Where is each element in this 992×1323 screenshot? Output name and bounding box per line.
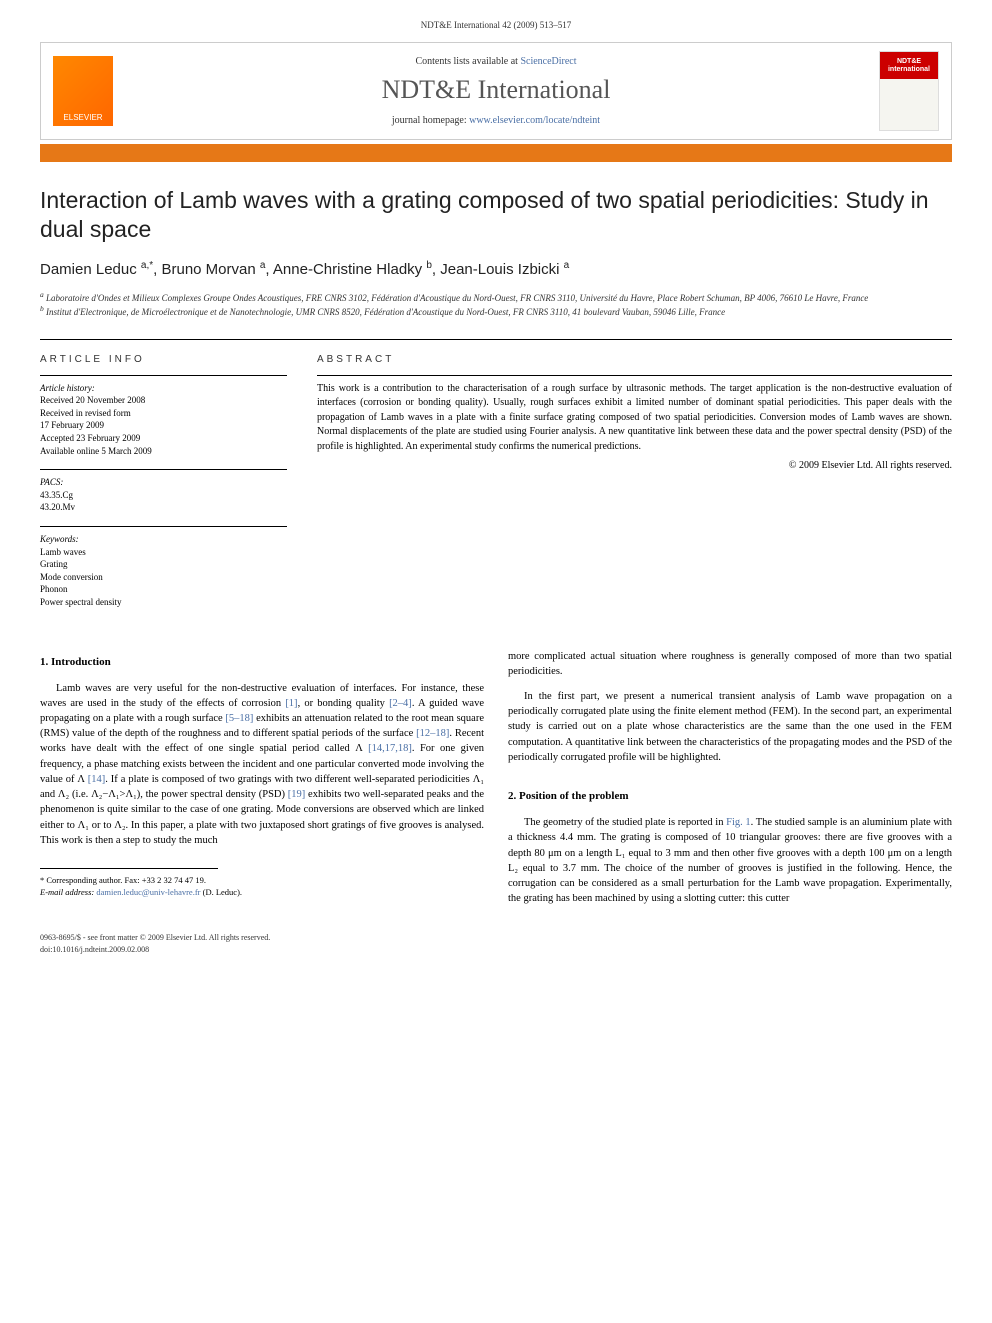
keyword: Mode conversion [40, 571, 287, 584]
journal-banner: ELSEVIER Contents lists available at Sci… [40, 42, 952, 140]
history-line: Accepted 23 February 2009 [40, 432, 287, 445]
section-1-para-3: In the first part, we present a numerica… [508, 689, 952, 765]
abstract-column: ABSTRACT This work is a contribution to … [317, 354, 952, 621]
corresponding-author-footnote: * Corresponding author. Fax: +33 2 32 74… [40, 875, 484, 899]
article-history-block: Article history: Received 20 November 20… [40, 375, 287, 458]
ref-link[interactable]: [19] [288, 789, 306, 800]
keyword: Grating [40, 558, 287, 571]
pacs-code: 43.20.Mv [40, 501, 287, 514]
pacs-code: 43.35.Cg [40, 489, 287, 502]
affiliation-a: a Laboratoire d'Ondes et Milieux Complex… [40, 290, 952, 305]
keyword: Lamb waves [40, 546, 287, 559]
article-info-label: ARTICLE INFO [40, 354, 287, 365]
footer-line-1: 0963-8695/$ - see front matter © 2009 El… [40, 932, 952, 943]
ref-link[interactable]: [14,17,18] [368, 743, 412, 754]
email-link[interactable]: damien.leduc@univ-lehavre.fr [96, 887, 200, 897]
history-line: Available online 5 March 2009 [40, 445, 287, 458]
history-line: 17 February 2009 [40, 419, 287, 432]
article-info-column: ARTICLE INFO Article history: Received 2… [40, 354, 287, 621]
keyword: Power spectral density [40, 596, 287, 609]
pacs-label: PACS: [40, 476, 287, 489]
email-label: E-mail address: [40, 887, 96, 897]
section-2-heading: 2. Position of the problem [508, 789, 952, 805]
affiliation-a-text: Laboratoire d'Ondes et Milieux Complexes… [46, 293, 868, 303]
footer-line-2: doi:10.1016/j.ndteint.2009.02.008 [40, 944, 952, 955]
ref-link[interactable]: [5–18] [225, 713, 253, 724]
ref-link[interactable]: [1] [285, 698, 297, 709]
body-two-column: 1. Introduction Lamb waves are very usef… [40, 649, 952, 917]
homepage-line: journal homepage: www.elsevier.com/locat… [133, 115, 859, 126]
figure-link[interactable]: Fig. 1 [726, 817, 751, 828]
text-run: , or bonding quality [298, 698, 390, 709]
homepage-prefix: journal homepage: [392, 115, 469, 126]
footnote-corr: * Corresponding author. Fax: +33 2 32 74… [40, 875, 484, 887]
publisher-logo: ELSEVIER [53, 56, 113, 126]
sciencedirect-link[interactable]: ScienceDirect [520, 56, 576, 67]
banner-center: Contents lists available at ScienceDirec… [113, 56, 879, 126]
section-1-para-2: more complicated actual situation where … [508, 649, 952, 679]
page-header: NDT&E International 42 (2009) 513–517 [40, 20, 952, 30]
email-suffix: (D. Leduc). [200, 887, 242, 897]
ref-link[interactable]: [12–18] [416, 728, 449, 739]
section-1-heading: 1. Introduction [40, 655, 484, 671]
journal-title: NDT&E International [133, 75, 859, 105]
homepage-link[interactable]: www.elsevier.com/locate/ndteint [469, 115, 600, 126]
affiliation-b: b Institut d'Electronique, de Microélect… [40, 304, 952, 319]
cover-body [880, 79, 938, 130]
authors-line: Damien Leduc a,*, Bruno Morvan a, Anne-C… [40, 260, 952, 278]
ref-link[interactable]: [2–4] [389, 698, 412, 709]
body-left-column: 1. Introduction Lamb waves are very usef… [40, 649, 484, 917]
abstract-label: ABSTRACT [317, 354, 952, 365]
text-run: The geometry of the studied plate is rep… [524, 817, 726, 828]
publisher-name: ELSEVIER [63, 113, 102, 122]
journal-cover-thumbnail: NDT&E international [879, 51, 939, 131]
abstract-text: This work is a contribution to the chara… [317, 375, 952, 455]
orange-divider-bar [40, 144, 952, 162]
article-title: Interaction of Lamb waves with a grating… [40, 186, 952, 244]
text-run: . The studied sample is an aluminium pla… [508, 817, 952, 904]
body-right-column: more complicated actual situation where … [508, 649, 952, 917]
keywords-label: Keywords: [40, 533, 287, 546]
abstract-copyright: © 2009 Elsevier Ltd. All rights reserved… [317, 460, 952, 471]
info-abstract-row: ARTICLE INFO Article history: Received 2… [40, 339, 952, 621]
footnote-email-line: E-mail address: damien.leduc@univ-lehavr… [40, 887, 484, 899]
page-footer: 0963-8695/$ - see front matter © 2009 El… [40, 932, 952, 954]
keyword: Phonon [40, 583, 287, 596]
contents-prefix: Contents lists available at [415, 56, 520, 67]
affiliations: a Laboratoire d'Ondes et Milieux Complex… [40, 290, 952, 319]
ref-link[interactable]: [14] [88, 774, 106, 785]
cover-title: NDT&E international [880, 52, 938, 79]
pacs-block: PACS: 43.35.Cg 43.20.Mv [40, 469, 287, 514]
section-1-para-1: Lamb waves are very useful for the non-d… [40, 681, 484, 848]
keywords-block: Keywords: Lamb waves Grating Mode conver… [40, 526, 287, 609]
section-2-para-1: The geometry of the studied plate is rep… [508, 815, 952, 906]
affiliation-b-text: Institut d'Electronique, de Microélectro… [46, 307, 725, 317]
history-label: Article history: [40, 382, 287, 395]
history-line: Received in revised form [40, 407, 287, 420]
history-line: Received 20 November 2008 [40, 394, 287, 407]
footnote-separator [40, 868, 218, 869]
contents-line: Contents lists available at ScienceDirec… [133, 56, 859, 67]
